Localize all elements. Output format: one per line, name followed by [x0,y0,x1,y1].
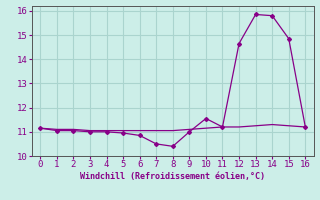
X-axis label: Windchill (Refroidissement éolien,°C): Windchill (Refroidissement éolien,°C) [80,172,265,181]
